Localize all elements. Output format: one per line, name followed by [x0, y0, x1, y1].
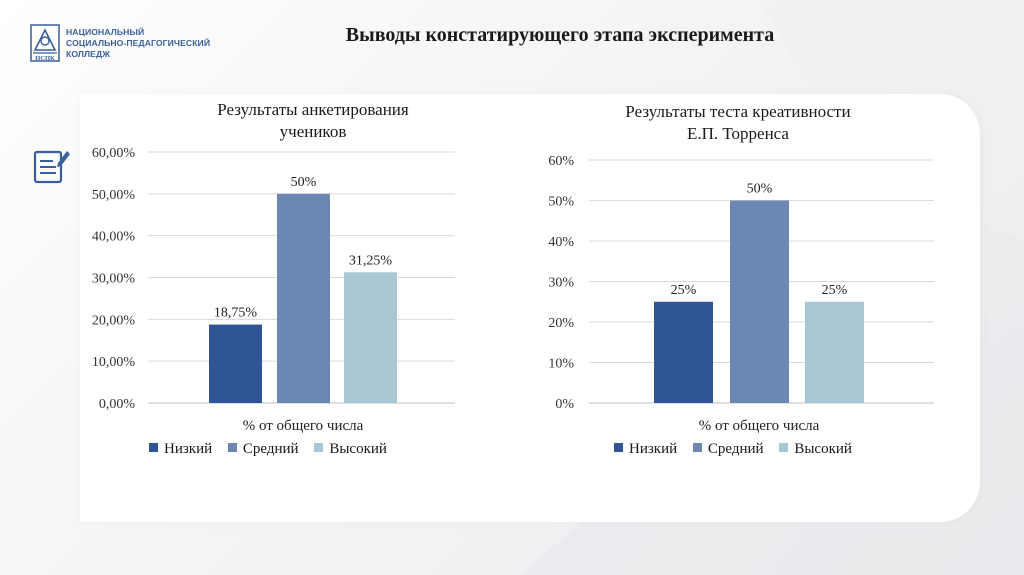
y-tick-label: 30,00%	[92, 272, 136, 287]
chart2-title-line: Результаты теста креативности	[625, 102, 851, 121]
legend-item-high: Высокий	[314, 441, 387, 458]
x-axis-label: % от общего числа	[699, 418, 820, 434]
page-title: Выводы констатирующего этапа эксперимент…	[345, 24, 775, 46]
y-tick-label: 50,00%	[92, 188, 136, 203]
legend-swatch-low	[149, 443, 158, 452]
y-tick-label: 10%	[548, 357, 574, 372]
logo-line: КОЛЛЕДЖ	[66, 49, 111, 59]
legend-label: Высокий	[329, 441, 387, 457]
bar-medium	[277, 193, 330, 403]
x-axis-label: % от общего числа	[243, 418, 364, 434]
logo-line: СОЦИАЛЬНО-ПЕДАГОГИЧЕСКИЙ	[66, 38, 211, 48]
data-label: 25%	[671, 283, 697, 298]
college-emblem-icon: НСПК	[30, 24, 60, 62]
bar-high	[805, 301, 864, 403]
legend-swatch-high	[314, 443, 324, 452]
bar-high	[344, 272, 397, 403]
y-tick-label: 40%	[548, 235, 574, 250]
document-edit-icon	[33, 150, 70, 184]
chart1-legend: Низкий Средний Высокий	[149, 441, 399, 458]
data-label: 50%	[747, 182, 773, 197]
data-label: 31,25%	[349, 253, 393, 268]
legend-label: Средний	[242, 441, 299, 457]
legend-item-high: Высокий	[779, 441, 852, 458]
chart2-legend: Низкий Средний Высокий	[614, 441, 864, 458]
legend-swatch-low	[614, 443, 623, 452]
y-tick-label: 20%	[548, 316, 574, 331]
data-label: 50%	[291, 175, 317, 190]
y-tick-label: 0%	[555, 397, 574, 412]
y-tick-label: 40,00%	[92, 230, 136, 245]
legend-label: Средний	[707, 441, 764, 457]
y-tick-label: 0,00%	[99, 397, 136, 412]
legend-swatch-high	[779, 443, 789, 452]
y-tick-label: 60,00%	[92, 146, 136, 161]
y-tick-label: 20,00%	[92, 313, 136, 328]
legend-item-medium: Средний	[227, 441, 299, 458]
legend-swatch-medium	[227, 443, 237, 452]
data-label: 18,75%	[214, 306, 258, 321]
y-tick-label: 60%	[548, 154, 574, 169]
legend-item-low: Низкий	[149, 441, 212, 458]
data-label: 25%	[822, 283, 848, 298]
legend-item-low: Низкий	[614, 441, 677, 458]
legend-item-medium: Средний	[692, 441, 764, 458]
y-tick-label: 30%	[548, 276, 574, 291]
chart2-title-line: Е.П. Торренса	[687, 124, 789, 143]
logo-text: НАЦИОНАЛЬНЫЙ СОЦИАЛЬНО-ПЕДАГОГИЧЕСКИЙ КО…	[66, 27, 246, 60]
y-tick-label: 10,00%	[92, 355, 136, 370]
chart1-title: Результаты анкетирования учеников	[163, 99, 463, 143]
logo-line: НАЦИОНАЛЬНЫЙ	[66, 27, 145, 37]
legend-label: Низкий	[164, 441, 213, 457]
y-tick-label: 50%	[548, 195, 574, 210]
chart1-title-line: учеников	[279, 122, 347, 141]
legend-label: Низкий	[629, 441, 678, 457]
bar-medium	[730, 200, 789, 403]
college-logo: НСПК НАЦИОНАЛЬНЫЙ СОЦИАЛЬНО-ПЕДАГОГИЧЕСК…	[30, 24, 240, 64]
bar-low	[654, 301, 713, 403]
chart1-title-line: Результаты анкетирования	[217, 100, 409, 119]
bar-low	[209, 324, 262, 403]
chart2-title: Результаты теста креативности Е.П. Торре…	[588, 101, 888, 145]
logo-mark-text: НСПК	[35, 55, 55, 62]
legend-label: Высокий	[794, 441, 852, 457]
legend-swatch-medium	[692, 443, 702, 452]
